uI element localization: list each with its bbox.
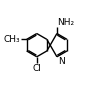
Text: NH₂: NH₂ bbox=[58, 18, 75, 27]
Text: N: N bbox=[58, 57, 65, 66]
Text: CH₃: CH₃ bbox=[3, 35, 20, 44]
Text: Cl: Cl bbox=[32, 64, 41, 72]
